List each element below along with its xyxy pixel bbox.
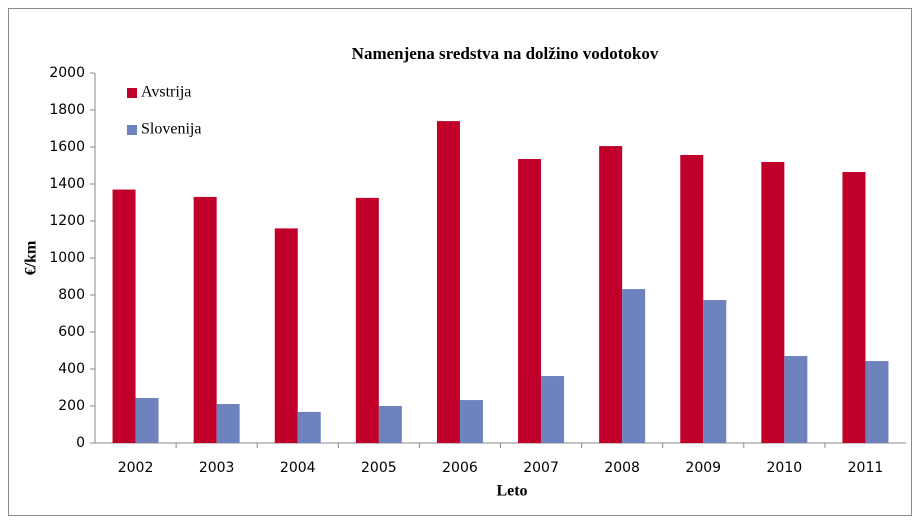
y-tick-label: 400 bbox=[58, 361, 85, 377]
y-tick-label: 2000 bbox=[49, 65, 85, 81]
x-tick-label: 2009 bbox=[685, 460, 721, 476]
y-tick-label: 600 bbox=[58, 324, 85, 340]
y-axis-label: €/km bbox=[23, 240, 40, 275]
bar bbox=[761, 161, 785, 444]
legend-swatch bbox=[127, 88, 137, 98]
y-tick-label: 1000 bbox=[49, 250, 85, 266]
x-axis-label: Leto bbox=[496, 483, 527, 500]
bar bbox=[784, 356, 808, 443]
bar bbox=[459, 400, 483, 443]
legend-label: Slovenija bbox=[141, 121, 201, 138]
bar bbox=[622, 289, 646, 443]
bar bbox=[436, 121, 460, 443]
x-tick-label: 2004 bbox=[280, 460, 316, 476]
bar bbox=[865, 361, 889, 443]
x-tick-label: 2008 bbox=[604, 460, 640, 476]
chart-title: Namenjena sredstva na dolžino vodotokov bbox=[352, 44, 659, 63]
bar bbox=[680, 154, 704, 443]
x-tick-label: 2010 bbox=[767, 460, 803, 476]
bar bbox=[216, 403, 240, 443]
x-tick-label: 2007 bbox=[523, 460, 559, 476]
bar bbox=[297, 411, 321, 443]
y-tick-label: 1800 bbox=[49, 102, 85, 118]
bar bbox=[842, 171, 866, 443]
legend-swatch bbox=[127, 125, 137, 135]
bar bbox=[541, 376, 565, 443]
legend-label: Avstrija bbox=[141, 84, 191, 101]
y-tick-label: 0 bbox=[76, 435, 85, 451]
x-tick-label: 2011 bbox=[848, 460, 884, 476]
x-tick-label: 2006 bbox=[442, 460, 478, 476]
bar bbox=[135, 398, 159, 443]
bar bbox=[274, 228, 298, 443]
bar bbox=[112, 189, 136, 443]
y-tick-label: 200 bbox=[58, 398, 85, 414]
x-tick-label: 2002 bbox=[118, 460, 154, 476]
bar bbox=[599, 146, 623, 443]
x-tick-label: 2003 bbox=[199, 460, 235, 476]
y-tick-label: 1400 bbox=[49, 176, 85, 192]
bar bbox=[378, 406, 402, 443]
y-tick-label: 1600 bbox=[49, 139, 85, 155]
bar bbox=[518, 159, 542, 443]
y-tick-label: 1200 bbox=[49, 213, 85, 229]
y-tick-label: 800 bbox=[58, 287, 85, 303]
bar bbox=[355, 197, 379, 443]
x-tick-label: 2005 bbox=[361, 460, 397, 476]
bar bbox=[703, 299, 727, 443]
bar bbox=[193, 196, 217, 443]
